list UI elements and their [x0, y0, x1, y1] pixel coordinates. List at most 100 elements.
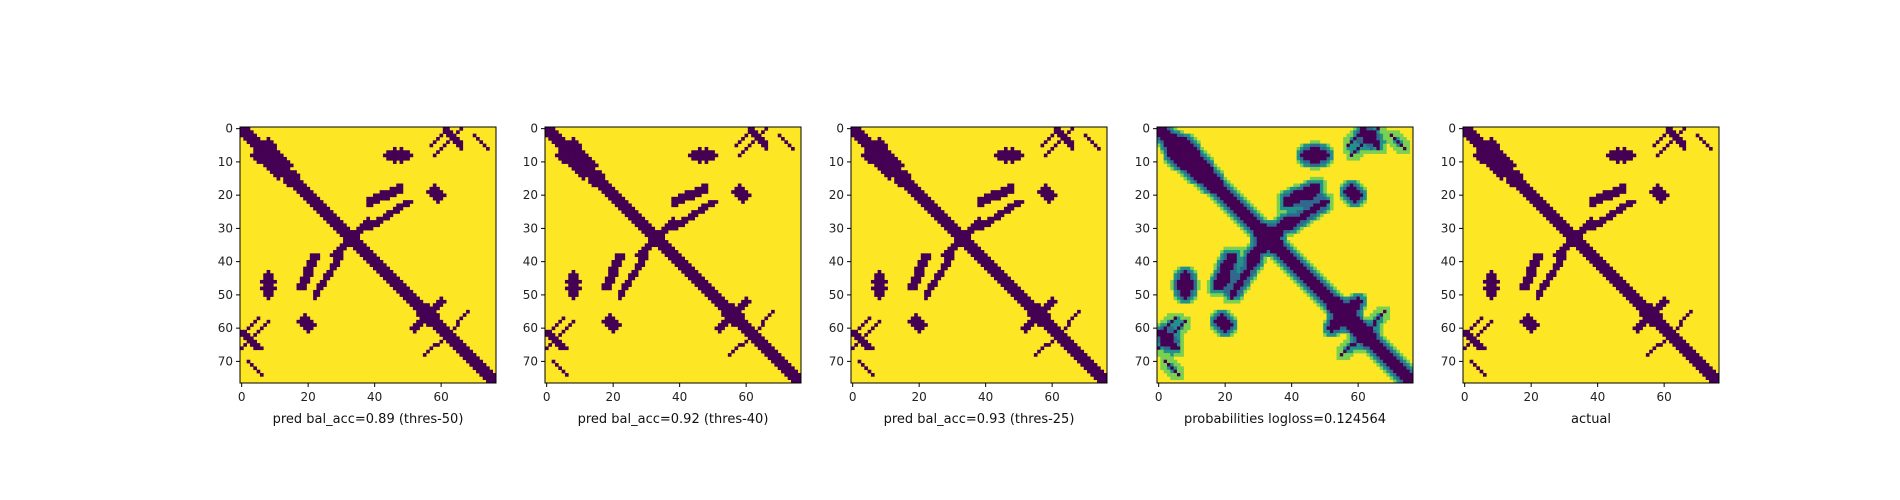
- heatmap-cell: [990, 266, 995, 271]
- heatmap-cell: [1299, 206, 1304, 211]
- heatmap-cell: [273, 170, 277, 174]
- heatmap-cell: [276, 173, 281, 178]
- heatmap-cell: [568, 323, 572, 327]
- heatmap-cell: [1240, 293, 1244, 297]
- heatmap-cell: [880, 150, 885, 154]
- heatmap-cell: [1190, 283, 1194, 287]
- heatmap-cell: [449, 333, 454, 337]
- heatmap-cell: [1180, 266, 1184, 271]
- heatmap-cell: [927, 289, 932, 294]
- heatmap-cell: [601, 283, 606, 287]
- heatmap-cell: [432, 323, 437, 327]
- heatmap-cell: [983, 259, 988, 264]
- heatmap-cell: [1359, 333, 1364, 337]
- heatmap-cell: [1000, 186, 1005, 191]
- heatmap-cell: [1379, 353, 1384, 357]
- heatmap-cell: [744, 146, 749, 151]
- heatmap-cell: [1283, 230, 1288, 234]
- heatmap-cell: [1346, 316, 1351, 321]
- heatmap-cell: [1183, 176, 1188, 181]
- heatmap-cell: [1263, 250, 1268, 254]
- heatmap-cell: [1216, 279, 1221, 284]
- heatmap-cell: [771, 346, 775, 351]
- heatmap-cell: [1166, 333, 1171, 337]
- heatmap-cell: [1336, 346, 1341, 351]
- heatmap-cell: [246, 133, 251, 138]
- heatmap-cell: [1160, 333, 1164, 337]
- heatmap-cell: [482, 373, 487, 377]
- heatmap-cell: [1299, 269, 1304, 274]
- heatmap-cell: [1176, 140, 1181, 144]
- heatmap-cell: [864, 133, 868, 138]
- heatmap-cell: [1502, 160, 1507, 164]
- heatmap-cell: [920, 256, 925, 261]
- heatmap-cell: [1166, 313, 1171, 317]
- heatmap-cell: [1037, 316, 1041, 321]
- heatmap-cell: [754, 343, 759, 347]
- heatmap-cell: [1230, 269, 1234, 274]
- heatmap-cell: [1306, 160, 1311, 164]
- heatmap-cell: [1170, 319, 1174, 324]
- heatmap-cell: [1276, 253, 1281, 258]
- heatmap-cell: [1210, 166, 1214, 171]
- heatmap-cell: [1502, 163, 1507, 168]
- heatmap-cell: [1226, 323, 1231, 327]
- heatmap-cell: [691, 216, 695, 221]
- heatmap-cell: [1303, 289, 1307, 294]
- heatmap-cell: [1612, 150, 1617, 154]
- heatmap-cell: [1369, 349, 1374, 354]
- heatmap-cell: [1349, 203, 1354, 208]
- heatmap-cell: [1542, 213, 1547, 218]
- heatmap-cell: [1373, 309, 1377, 314]
- heatmap-cell: [1250, 253, 1254, 258]
- heatmap-cell: [571, 279, 576, 284]
- heatmap-cell: [694, 150, 699, 154]
- heatmap-cell: [694, 153, 699, 158]
- heatmap-cell: [1313, 146, 1317, 151]
- heatmap-cell: [1589, 196, 1594, 201]
- heatmap-cell: [1216, 166, 1221, 171]
- heatmap-cell: [1100, 369, 1105, 374]
- heatmap-cell: [1316, 276, 1321, 281]
- heatmap-cell: [1472, 143, 1477, 148]
- heatmap-cell: [1190, 163, 1194, 168]
- heatmap-cell: [1702, 140, 1707, 144]
- heatmap-cell: [1220, 283, 1224, 287]
- heatmap-cell: [1077, 346, 1081, 351]
- heatmap-cell: [851, 346, 855, 351]
- heatmap-cell: [1319, 183, 1324, 188]
- heatmap-cell: [1293, 223, 1297, 228]
- heatmap-cell: [439, 299, 444, 304]
- heatmap-cell: [363, 246, 367, 251]
- heatmap-cell: [1306, 190, 1311, 194]
- heatmap-cell: [1250, 246, 1254, 251]
- heatmap-cell: [309, 196, 314, 201]
- heatmap-cell: [1010, 286, 1015, 291]
- heatmap-cell: [1532, 273, 1537, 277]
- heatmap-cell: [604, 279, 609, 284]
- heatmap-cell: [1519, 190, 1524, 194]
- heatmap-cell: [604, 186, 609, 191]
- heatmap-cell: [1516, 186, 1520, 191]
- heatmap-cell: [1552, 273, 1557, 277]
- heatmap-cell: [870, 326, 875, 331]
- heatmap-cell: [1476, 150, 1480, 154]
- heatmap-cell: [1379, 127, 1384, 131]
- heatmap-cell: [707, 293, 712, 297]
- x-tick-label: 60: [739, 390, 754, 404]
- heatmap-cell: [1542, 286, 1547, 291]
- heatmap-cell: [1349, 186, 1354, 191]
- heatmap-cell: [419, 309, 424, 314]
- heatmap-cell: [671, 256, 676, 261]
- heatmap-cell: [1170, 156, 1174, 161]
- heatmap-cell: [704, 183, 709, 188]
- heatmap-cell: [1226, 190, 1231, 194]
- heatmap-cell: [721, 296, 725, 301]
- heatmap-cell: [1346, 349, 1351, 354]
- heatmap-cell: [1599, 256, 1603, 261]
- heatmap-cell: [1286, 250, 1291, 254]
- heatmap-cell: [1559, 250, 1564, 254]
- heatmap-cell: [273, 153, 277, 158]
- heatmap-cell: [947, 216, 952, 221]
- heatmap-cell: [1309, 146, 1314, 151]
